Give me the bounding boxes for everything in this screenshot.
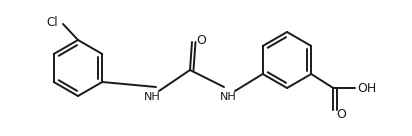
Text: O: O xyxy=(196,33,206,47)
Text: NH: NH xyxy=(144,92,160,102)
Text: O: O xyxy=(336,107,346,120)
Text: NH: NH xyxy=(220,92,236,102)
Text: OH: OH xyxy=(358,81,377,95)
Text: Cl: Cl xyxy=(46,16,58,29)
